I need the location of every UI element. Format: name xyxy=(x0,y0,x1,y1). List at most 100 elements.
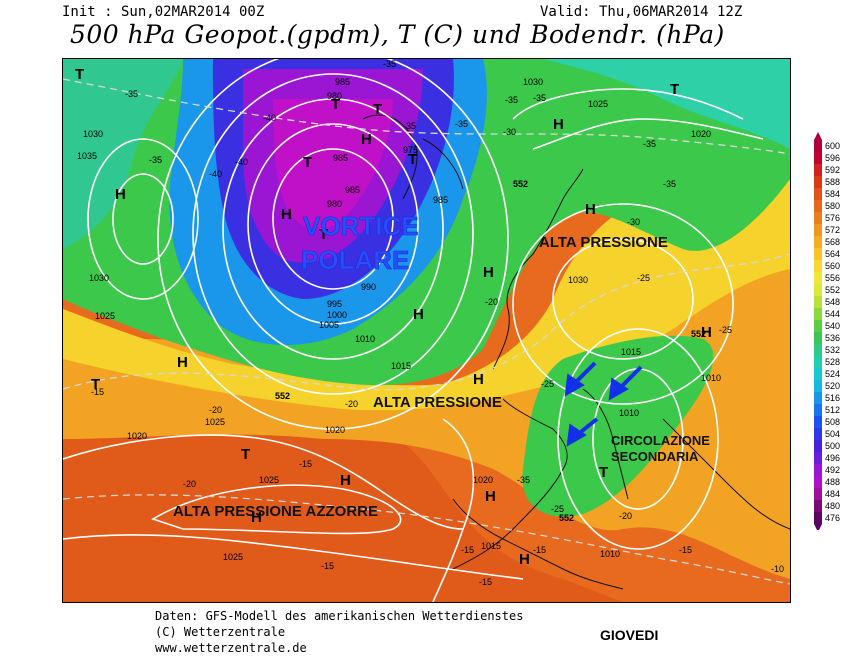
high-center-marker: H xyxy=(251,509,262,526)
legend-swatch xyxy=(814,140,822,152)
temp-label: -35 xyxy=(403,121,416,131)
height-label: 552 xyxy=(275,391,290,401)
legend-swatch xyxy=(814,428,822,440)
legend-swatch xyxy=(814,344,822,356)
temp-label: -25 xyxy=(719,325,732,335)
temp-labels: -35 -35 -35 -40 -40 -40 -35 -35 -35 -35 … xyxy=(91,59,784,587)
map-title: 500 hPa Geopot.(gpdm), T (C) und Bodendr… xyxy=(70,20,725,49)
low-center-marker: T xyxy=(319,226,328,243)
isobar-label: 1035 xyxy=(77,151,97,161)
temp-label: -15 xyxy=(479,577,492,587)
legend-swatch xyxy=(814,260,822,272)
legend-swatch xyxy=(814,176,822,188)
legend-tick-label: 508 xyxy=(825,417,840,427)
temp-label: -35 xyxy=(125,89,138,99)
temp-label: -35 xyxy=(663,179,676,189)
legend-swatch xyxy=(814,368,822,380)
legend-tick-label: 532 xyxy=(825,345,840,355)
weather-map: T T T T T T T T T T H H H H H H H H H H … xyxy=(62,58,791,603)
high-center-marker: H xyxy=(115,186,126,203)
isobar-label: 985 xyxy=(345,185,360,195)
legend-swatch xyxy=(814,320,822,332)
isobar-label: 1025 xyxy=(588,99,608,109)
legend-max-arrow xyxy=(814,132,822,140)
high-center-marker: H xyxy=(340,472,351,489)
legend-swatch xyxy=(814,284,822,296)
isobars xyxy=(63,59,764,602)
height-label: 552 xyxy=(691,329,706,339)
low-center-marker: T xyxy=(670,81,679,98)
legend-tick-label: 480 xyxy=(825,501,840,511)
temp-label: -20 xyxy=(209,405,222,415)
legend-tick-label: 520 xyxy=(825,381,840,391)
height-label: 552 xyxy=(513,179,528,189)
isobar-label: 1015 xyxy=(391,361,411,371)
legend-swatch xyxy=(814,224,822,236)
high-center-marker: H xyxy=(177,354,188,371)
website-credit: www.wetterzentrale.de xyxy=(155,641,307,655)
legend-tick-label: 544 xyxy=(825,309,840,319)
height-labels: 552 552 552 552 xyxy=(275,179,706,523)
legend-tick-label: 584 xyxy=(825,189,840,199)
legend-swatch xyxy=(814,332,822,344)
legend-swatch xyxy=(814,476,822,488)
isobar-label: 1020 xyxy=(691,129,711,139)
legend-tick-label: 540 xyxy=(825,321,840,331)
legend-tick-label: 564 xyxy=(825,249,840,259)
temp-label: -30 xyxy=(503,127,516,137)
isobar-label: 1025 xyxy=(95,311,115,321)
legend-swatch xyxy=(814,188,822,200)
legend-tick-label: 528 xyxy=(825,357,840,367)
arrow-icon xyxy=(608,365,643,401)
legend-swatch xyxy=(814,464,822,476)
data-source-credit: Daten: GFS-Modell des amerikanischen Wet… xyxy=(155,609,524,623)
isobar-label: 1000 xyxy=(327,310,347,320)
isotherms xyxy=(63,78,790,585)
legend-tick-label: 568 xyxy=(825,237,840,247)
azores-high-label: ALTA PRESSIONE AZZORRE xyxy=(173,503,378,520)
low-center-marker: T xyxy=(303,154,312,171)
annotations: VORTICE POLARE ALTA PRESSIONE ALTA PRESS… xyxy=(173,211,710,520)
init-time: Init : Sun,02MAR2014 00Z xyxy=(62,4,265,20)
cold-core-center xyxy=(273,99,393,230)
warm-field-south xyxy=(63,399,623,602)
high-center-marker: H xyxy=(553,116,564,133)
legend-swatch xyxy=(814,308,822,320)
isobar-label: 1010 xyxy=(619,408,639,418)
legend-tick-label: 524 xyxy=(825,369,840,379)
temp-label: -35 xyxy=(149,155,162,165)
legend-swatch xyxy=(814,440,822,452)
legend-tick-label: 504 xyxy=(825,429,840,439)
low-center-marker: T xyxy=(91,376,100,393)
temp-label: -25 xyxy=(637,273,650,283)
isobar-label: 1030 xyxy=(83,129,103,139)
high-pressure-label: ALTA PRESSIONE xyxy=(539,234,668,251)
copyright-credit: (C) Wetterzentrale xyxy=(155,625,286,639)
legend-swatch xyxy=(814,392,822,404)
temp-label: -40 xyxy=(263,113,276,123)
legend-tick-label: 512 xyxy=(825,405,840,415)
temp-label: -10 xyxy=(771,564,784,574)
isobar-label: 1005 xyxy=(319,320,339,330)
legend-tick-label: 560 xyxy=(825,261,840,271)
temp-label: -20 xyxy=(345,399,358,409)
low-center-marker: T xyxy=(331,96,340,113)
legend-tick-label: 548 xyxy=(825,297,840,307)
low-center-marker: T xyxy=(408,151,417,168)
temp-label: -35 xyxy=(505,95,518,105)
flow-arrows xyxy=(564,361,643,447)
temp-label: -15 xyxy=(533,545,546,555)
isobar-label: 975 xyxy=(403,145,418,155)
secondary-circulation-label: SECONDARIA xyxy=(611,449,699,464)
legend-min-arrow xyxy=(814,524,822,530)
legend-tick-label: 516 xyxy=(825,393,840,403)
legend-swatch xyxy=(814,512,822,524)
isobar-label: 985 xyxy=(335,77,350,87)
legend-tick-label: 572 xyxy=(825,225,840,235)
isobar-label: 1030 xyxy=(523,77,543,87)
legend-tick-label: 488 xyxy=(825,477,840,487)
legend-tick-label: 592 xyxy=(825,165,840,175)
legend-swatch xyxy=(814,296,822,308)
teal-field xyxy=(63,59,183,249)
isobar-label: 980 xyxy=(327,91,342,101)
